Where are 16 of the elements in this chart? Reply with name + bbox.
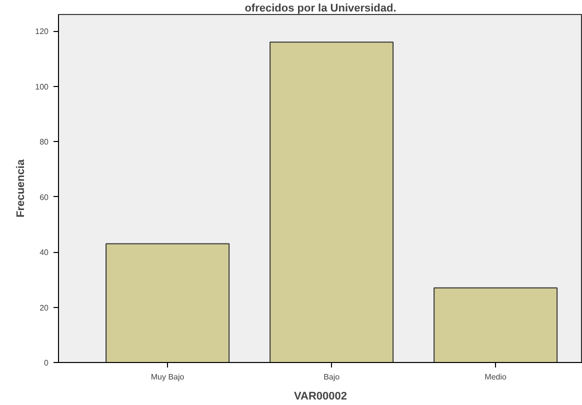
y-tick-label: 80: [40, 138, 50, 147]
y-tick-label: 20: [40, 303, 50, 312]
x-tick-label: Bajo: [324, 372, 340, 382]
y-axis-title: Frecuencia: [15, 158, 28, 218]
y-tick-label: 0: [44, 358, 50, 368]
x-tick-label: Muy Bajo: [150, 372, 185, 382]
y-tick-label: 40: [40, 248, 50, 258]
y-tick-label: 120: [35, 27, 50, 36]
x-axis-title: VAR00002: [294, 390, 347, 402]
chart-title: ofrecidos por la Universidad.: [244, 2, 396, 14]
y-tick-label: 100: [35, 82, 50, 92]
bar: [434, 287, 558, 362]
x-tick-label: Medio: [484, 372, 508, 382]
y-tick-label: 60: [40, 192, 50, 202]
bar: [106, 243, 230, 362]
bar: [270, 42, 394, 362]
